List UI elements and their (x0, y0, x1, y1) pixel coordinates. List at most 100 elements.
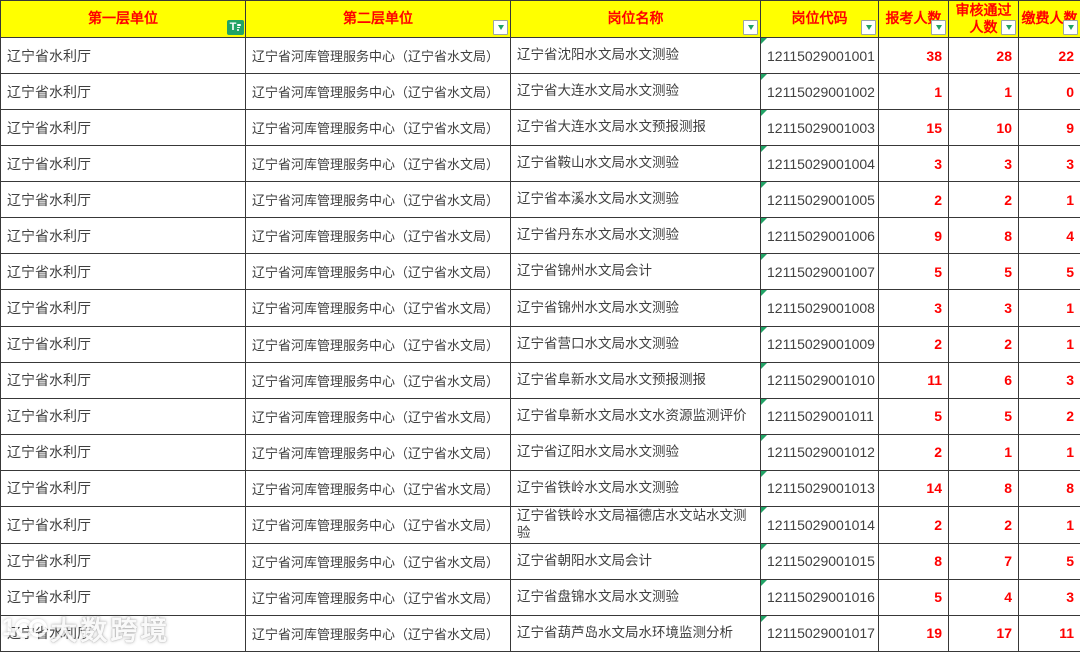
cell-applicants[interactable]: 38 (878, 36, 949, 75)
cell-unit-level2[interactable]: 辽宁省河库管理服务中心（辽宁省水文局） (245, 614, 511, 652)
cell-unit-level1[interactable]: 辽宁省水利厅 (0, 289, 246, 327)
cell-unit-level2[interactable]: 辽宁省河库管理服务中心（辽宁省水文局） (245, 145, 511, 183)
cell-applicants[interactable]: 2 (878, 505, 949, 544)
cell-position-name[interactable]: 辽宁省阜新水文局水文预报测报 (510, 361, 761, 399)
cell-position-name[interactable]: 辽宁省锦州水文局会计 (510, 253, 761, 291)
cell-approved[interactable]: 8 (948, 469, 1019, 507)
cell-position-code[interactable]: 12115029001004 (760, 145, 879, 183)
cell-unit-level2[interactable]: 辽宁省河库管理服务中心（辽宁省水文局） (245, 433, 511, 471)
cell-approved[interactable]: 6 (948, 361, 1019, 399)
cell-approved[interactable]: 10 (948, 109, 1019, 147)
cell-applicants[interactable]: 11 (878, 361, 949, 399)
cell-position-code[interactable]: 12115029001002 (760, 73, 879, 111)
cell-paid[interactable]: 1 (1018, 181, 1080, 219)
cell-paid[interactable]: 4 (1018, 217, 1080, 255)
cell-position-name[interactable]: 辽宁省铁岭水文局福德店水文站水文测验 (510, 505, 761, 544)
cell-paid[interactable]: 1 (1018, 289, 1080, 327)
cell-applicants[interactable]: 5 (878, 253, 949, 291)
filter-dropdown-icon[interactable] (1063, 20, 1078, 35)
cell-position-code[interactable]: 12115029001005 (760, 181, 879, 219)
cell-paid[interactable]: 5 (1018, 253, 1080, 291)
cell-position-name[interactable]: 辽宁省阜新水文局水文水资源监测评价 (510, 397, 761, 435)
cell-applicants[interactable]: 2 (878, 433, 949, 471)
cell-position-name[interactable]: 辽宁省铁岭水文局水文测验 (510, 469, 761, 507)
cell-unit-level2[interactable]: 辽宁省河库管理服务中心（辽宁省水文局） (245, 289, 511, 327)
cell-position-name[interactable]: 辽宁省辽阳水文局水文测验 (510, 433, 761, 471)
cell-position-name[interactable]: 辽宁省葫芦岛水文局水环境监测分析 (510, 614, 761, 652)
cell-approved[interactable]: 17 (948, 614, 1019, 652)
filter-applied-icon[interactable]: T (227, 20, 244, 35)
filter-dropdown-icon[interactable] (743, 20, 758, 35)
cell-position-code[interactable]: 12115029001011 (760, 397, 879, 435)
cell-approved[interactable]: 5 (948, 397, 1019, 435)
cell-position-name[interactable]: 辽宁省朝阳水文局会计 (510, 542, 761, 580)
cell-position-code[interactable]: 12115029001009 (760, 325, 879, 363)
cell-applicants[interactable]: 14 (878, 469, 949, 507)
cell-unit-level2[interactable]: 辽宁省河库管理服务中心（辽宁省水文局） (245, 469, 511, 507)
header-unit-level1[interactable]: 第一层单位 T (0, 0, 246, 38)
cell-position-code[interactable]: 12115029001001 (760, 36, 879, 75)
cell-approved[interactable]: 2 (948, 325, 1019, 363)
cell-paid[interactable]: 3 (1018, 361, 1080, 399)
cell-unit-level1[interactable]: 辽宁省水利厅 (0, 397, 246, 435)
cell-approved[interactable]: 3 (948, 289, 1019, 327)
cell-applicants[interactable]: 15 (878, 109, 949, 147)
cell-applicants[interactable]: 19 (878, 614, 949, 652)
filter-dropdown-icon[interactable] (493, 20, 508, 35)
cell-position-name[interactable]: 辽宁省本溪水文局水文测验 (510, 181, 761, 219)
cell-position-name[interactable]: 辽宁省锦州水文局水文测验 (510, 289, 761, 327)
cell-paid[interactable]: 11 (1018, 614, 1080, 652)
cell-position-code[interactable]: 12115029001008 (760, 289, 879, 327)
cell-unit-level2[interactable]: 辽宁省河库管理服务中心（辽宁省水文局） (245, 505, 511, 544)
cell-unit-level1[interactable]: 辽宁省水利厅 (0, 36, 246, 75)
cell-unit-level2[interactable]: 辽宁省河库管理服务中心（辽宁省水文局） (245, 109, 511, 147)
cell-paid[interactable]: 8 (1018, 469, 1080, 507)
header-approved[interactable]: 审核通过人数 (948, 0, 1019, 38)
cell-position-code[interactable]: 12115029001007 (760, 253, 879, 291)
cell-unit-level1[interactable]: 辽宁省水利厅 (0, 469, 246, 507)
cell-position-code[interactable]: 12115029001010 (760, 361, 879, 399)
cell-unit-level2[interactable]: 辽宁省河库管理服务中心（辽宁省水文局） (245, 217, 511, 255)
cell-unit-level1[interactable]: 辽宁省水利厅 (0, 578, 246, 616)
cell-applicants[interactable]: 3 (878, 145, 949, 183)
cell-approved[interactable]: 2 (948, 505, 1019, 544)
cell-unit-level1[interactable]: 辽宁省水利厅 (0, 109, 246, 147)
cell-applicants[interactable]: 5 (878, 397, 949, 435)
cell-paid[interactable]: 1 (1018, 505, 1080, 544)
cell-approved[interactable]: 4 (948, 578, 1019, 616)
cell-paid[interactable]: 1 (1018, 325, 1080, 363)
cell-unit-level1[interactable]: 辽宁省水利厅 (0, 217, 246, 255)
filter-dropdown-icon[interactable] (1001, 20, 1016, 35)
cell-unit-level1[interactable]: 辽宁省水利厅 (0, 433, 246, 471)
cell-position-code[interactable]: 12115029001012 (760, 433, 879, 471)
cell-unit-level1[interactable]: 辽宁省水利厅 (0, 325, 246, 363)
cell-unit-level2[interactable]: 辽宁省河库管理服务中心（辽宁省水文局） (245, 253, 511, 291)
cell-unit-level1[interactable]: 辽宁省水利厅 (0, 73, 246, 111)
cell-approved[interactable]: 3 (948, 145, 1019, 183)
cell-position-name[interactable]: 辽宁省营口水文局水文测验 (510, 325, 761, 363)
cell-unit-level2[interactable]: 辽宁省河库管理服务中心（辽宁省水文局） (245, 361, 511, 399)
cell-unit-level2[interactable]: 辽宁省河库管理服务中心（辽宁省水文局） (245, 73, 511, 111)
cell-applicants[interactable]: 5 (878, 578, 949, 616)
cell-approved[interactable]: 1 (948, 73, 1019, 111)
cell-position-code[interactable]: 12115029001013 (760, 469, 879, 507)
cell-unit-level2[interactable]: 辽宁省河库管理服务中心（辽宁省水文局） (245, 181, 511, 219)
header-position-code[interactable]: 岗位代码 (760, 0, 879, 38)
cell-position-code[interactable]: 12115029001014 (760, 505, 879, 544)
cell-position-name[interactable]: 辽宁省沈阳水文局水文测验 (510, 36, 761, 75)
header-paid[interactable]: 缴费人数 (1018, 0, 1080, 38)
cell-applicants[interactable]: 1 (878, 73, 949, 111)
cell-position-name[interactable]: 辽宁省鞍山水文局水文测验 (510, 145, 761, 183)
cell-position-name[interactable]: 辽宁省大连水文局水文预报测报 (510, 109, 761, 147)
cell-unit-level2[interactable]: 辽宁省河库管理服务中心（辽宁省水文局） (245, 542, 511, 580)
cell-paid[interactable]: 1 (1018, 433, 1080, 471)
cell-position-code[interactable]: 12115029001015 (760, 542, 879, 580)
cell-approved[interactable]: 2 (948, 181, 1019, 219)
cell-position-code[interactable]: 12115029001016 (760, 578, 879, 616)
cell-paid[interactable]: 3 (1018, 145, 1080, 183)
cell-approved[interactable]: 8 (948, 217, 1019, 255)
filter-dropdown-icon[interactable] (931, 20, 946, 35)
filter-dropdown-icon[interactable] (861, 20, 876, 35)
cell-paid[interactable]: 0 (1018, 73, 1080, 111)
cell-paid[interactable]: 3 (1018, 578, 1080, 616)
